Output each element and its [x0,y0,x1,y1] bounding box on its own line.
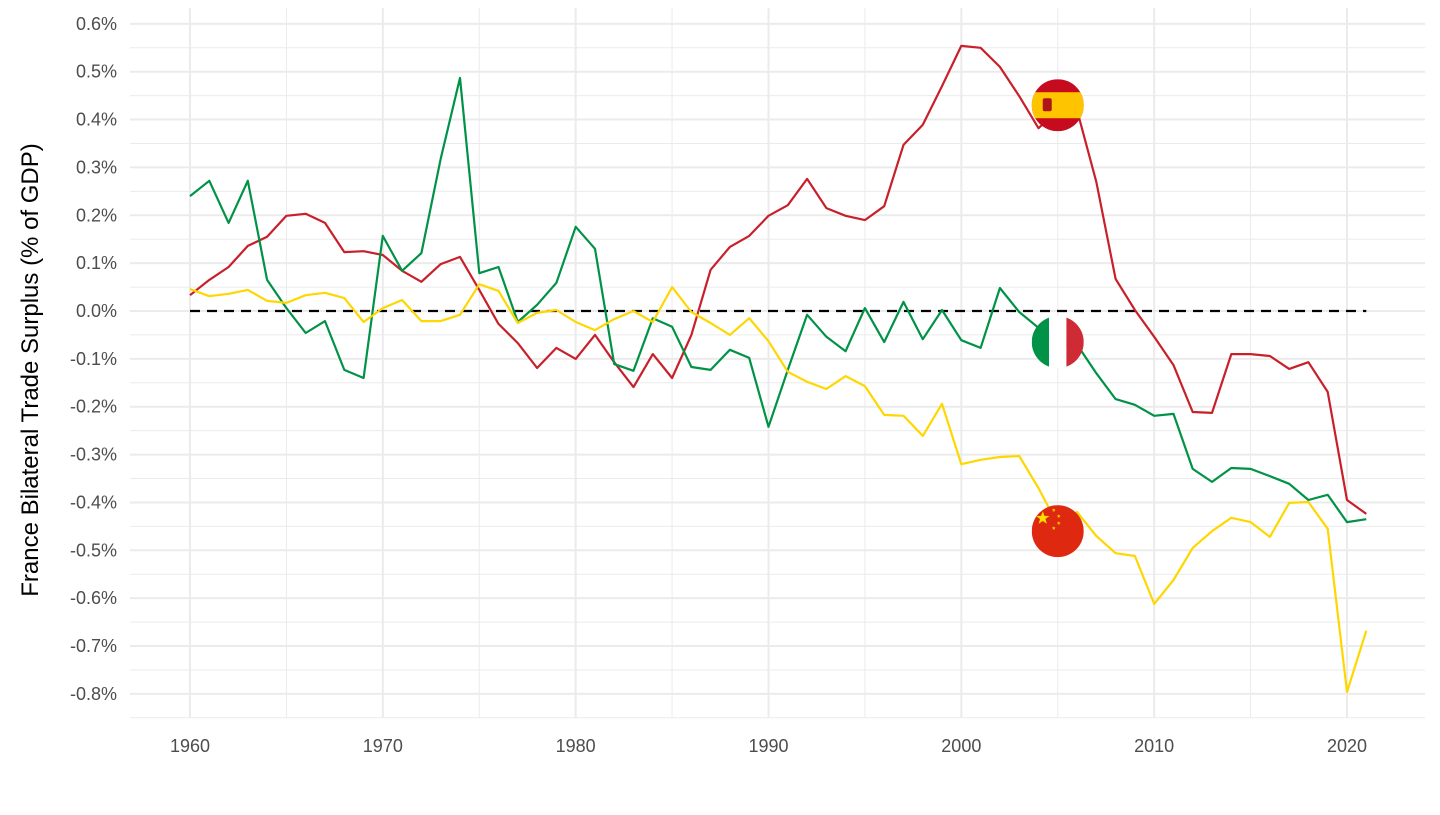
y-tick-label: 0.4% [76,110,117,130]
spain-flag-icon [1031,79,1084,132]
y-tick-label: -0.3% [70,445,117,465]
y-tick-label: -0.7% [70,636,117,656]
grid [130,8,1425,719]
x-tick-label: 2010 [1134,736,1174,756]
y-tick-label: -0.5% [70,540,117,560]
x-tick-label: 1980 [556,736,596,756]
y-tick-label: -0.4% [70,492,117,512]
y-tick-label: 0.1% [76,253,117,273]
y-tick-label: 0.2% [76,205,117,225]
x-tick-label: 2020 [1327,736,1367,756]
y-tick-label: -0.8% [70,684,117,704]
y-tick-label: 0.5% [76,62,117,82]
x-axis-ticks: 1960 1970 1980 1990 2000 2010 2020 [170,736,1367,756]
x-tick-label: 2000 [941,736,981,756]
series-lines [189,44,1368,694]
x-tick-label: 1970 [363,736,403,756]
spain-line [189,44,1367,515]
y-tick-label: -0.1% [70,349,117,369]
y-axis-ticks: 0.6% 0.5% 0.4% 0.3% 0.2% 0.1% 0.0% -0.1% -0.2% -0… [70,14,117,704]
y-tick-label: 0.3% [76,157,117,177]
x-tick-label: 1960 [170,736,210,756]
italy-line [189,76,1367,524]
y-tick-label: 0.6% [76,14,117,34]
y-tick-label: -0.6% [70,588,117,608]
flags [1031,79,1084,558]
y-tick-label: -0.2% [70,397,117,417]
y-axis-label: France Bilateral Trade Surplus (% of GDP… [17,143,44,597]
china-flag-icon [1031,505,1084,558]
x-tick-label: 1990 [748,736,788,756]
y-tick-label: 0.0% [76,301,117,321]
china-line [189,283,1368,694]
italy-flag-icon [1031,316,1084,369]
